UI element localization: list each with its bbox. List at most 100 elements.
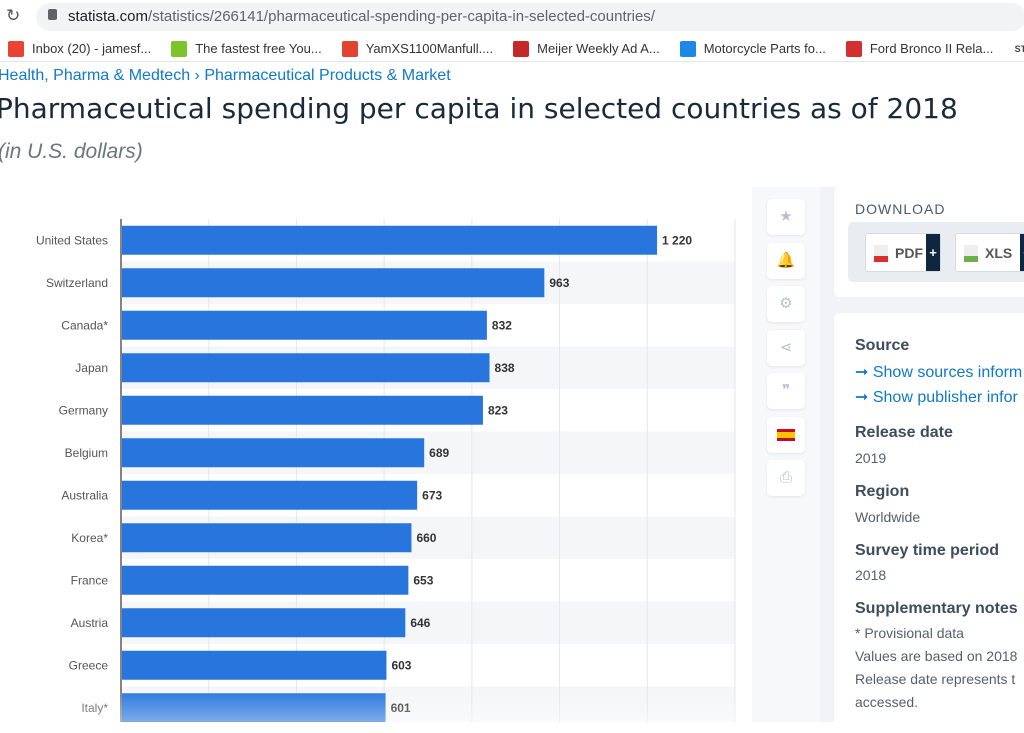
- print-icon: ⎙: [779, 469, 792, 486]
- ford-badge-icon: [845, 40, 862, 57]
- value-label: 838: [495, 361, 515, 375]
- pdf-download-button[interactable]: PDF +: [865, 233, 941, 272]
- bell-button[interactable]: 🔔: [767, 242, 805, 279]
- bar: [122, 523, 412, 553]
- pdf-icon: [341, 40, 358, 57]
- share-button[interactable]: ⋖: [767, 329, 805, 366]
- bookmark-label: Motorcycle Parts fo...: [703, 41, 826, 56]
- download-heading: DOWNLOAD: [855, 201, 946, 217]
- download-buttons: PDF + XLS +: [848, 222, 1024, 282]
- region-heading: Region: [855, 483, 910, 500]
- value-label: 601: [391, 701, 411, 715]
- bookmark-label: Ford Bronco II Rela...: [869, 41, 994, 56]
- bar: [122, 268, 545, 298]
- category-label: Belgium: [65, 446, 108, 460]
- quote-button[interactable]: ❞: [767, 373, 805, 409]
- page-subtitle: (in U.S. dollars): [0, 140, 143, 163]
- bar: [122, 438, 425, 468]
- xls-download-button[interactable]: XLS +: [955, 233, 1024, 272]
- value-label: 823: [488, 403, 508, 417]
- download-arrow-icon: [171, 40, 188, 57]
- category-label: Greece: [69, 658, 109, 672]
- breadcrumb-item[interactable]: Pharmaceutical Products & Market: [204, 67, 451, 84]
- category-label: United States: [36, 233, 108, 247]
- note-line: Release date represents t: [855, 671, 1016, 687]
- share-icon: ⋖: [779, 338, 793, 356]
- bar: [122, 395, 483, 425]
- spanish-flag-icon: [777, 428, 795, 441]
- bar: [122, 225, 658, 255]
- reload-icon[interactable]: ↻: [6, 6, 21, 25]
- category-label: Austria: [71, 616, 109, 630]
- gear-icon: ⚙: [779, 295, 793, 312]
- source-heading: Source: [855, 337, 910, 354]
- bookmark-item[interactable]: Ford Bronco II Rela...: [845, 36, 994, 61]
- note-line: accessed.: [855, 694, 919, 710]
- meijer-icon: [513, 40, 530, 57]
- url-path: /statistics/266141/pharmaceutical-spendi…: [148, 8, 655, 25]
- bookmark-label: YamXS1100Manfull....: [365, 41, 494, 56]
- bookmark-item[interactable]: Inbox (20) - jamesf...: [8, 36, 151, 61]
- value-label: 832: [492, 318, 512, 332]
- url-text[interactable]: statista.com/statistics/266141/pharmaceu…: [68, 8, 655, 25]
- bar-chart: United States 1 220 Switzerland 963 Canada* 8…: [36, 219, 736, 729]
- bookmark-label: Meijer Weekly Ad A...: [537, 41, 660, 56]
- category-label: Switzerland: [46, 276, 108, 290]
- xls-label: XLS: [985, 245, 1013, 261]
- category-label: Korea*: [71, 531, 108, 545]
- url-domain: statista.com: [68, 8, 149, 25]
- release-date-heading: Release date: [855, 424, 953, 441]
- pdf-file-icon: [874, 245, 888, 262]
- bar: [122, 353, 490, 383]
- supplementary-notes-heading: Supplementary notes: [855, 600, 1018, 617]
- note-line: * Provisional data: [855, 625, 964, 641]
- category-label: Italy*: [81, 701, 108, 715]
- release-date-value: 2019: [855, 450, 887, 466]
- bar: [122, 608, 406, 638]
- bell-icon: 🔔: [776, 251, 796, 269]
- category-label: Canada*: [61, 318, 108, 332]
- value-label: 1 220: [662, 233, 692, 247]
- bookmark-item[interactable]: Meijer Weekly Ad A...: [513, 36, 660, 61]
- xls-plus-button[interactable]: +: [1020, 234, 1024, 271]
- gmail-icon: [8, 40, 24, 57]
- bookmark-item[interactable]: YamXS1100Manfull....: [341, 36, 494, 61]
- category-label: Japan: [75, 361, 108, 375]
- value-label: 603: [391, 658, 411, 672]
- bookmark-item[interactable]: The fastest free You...: [171, 36, 322, 61]
- url-input[interactable]: [36, 3, 1024, 31]
- quote-icon: ❞: [781, 382, 791, 399]
- category-label: Germany: [59, 403, 108, 417]
- print-button[interactable]: ⎙: [767, 460, 805, 496]
- value-label: 673: [422, 488, 442, 502]
- bookmark-item[interactable]: STPAlli: [1013, 36, 1024, 61]
- lock-icon[interactable]: [48, 9, 57, 20]
- gear-button[interactable]: ⚙: [767, 286, 805, 322]
- value-label: 660: [416, 531, 436, 545]
- value-label: 689: [429, 446, 449, 460]
- download-card: DOWNLOAD PDF + XLS +: [834, 187, 1024, 297]
- breadcrumb-item[interactable]: Health, Pharma & Medtech: [0, 67, 191, 84]
- bar: [122, 310, 487, 340]
- bookmark-label: Inbox (20) - jamesf...: [32, 41, 152, 56]
- address-bar-area: ↻ statista.com/statistics/266141/pharmac…: [0, 0, 1024, 34]
- region-value: Worldwide: [855, 509, 921, 525]
- spanish-flag-button[interactable]: [767, 416, 805, 453]
- star-button[interactable]: ★: [767, 199, 805, 235]
- bookmarks-bar: Inbox (20) - jamesf... The fastest free Y…: [0, 36, 1024, 62]
- bar: [122, 650, 387, 680]
- xls-file-icon: [964, 245, 978, 262]
- category-label: Australia: [61, 488, 108, 502]
- bookmark-item[interactable]: Motorcycle Parts fo...: [679, 36, 826, 61]
- note-line: Values are based on 2018: [855, 648, 1018, 664]
- bookmark-label: The fastest free You...: [195, 41, 322, 56]
- pdf-plus-button[interactable]: +: [926, 234, 940, 271]
- show-sources-link[interactable]: ➞ Show sources inform: [855, 364, 1023, 381]
- pdf-label: PDF: [895, 245, 923, 261]
- page-title: Pharmaceutical spending per capita in se…: [0, 92, 958, 125]
- chart-panel: United States 1 220 Switzerland 963 Canada* 8…: [0, 187, 820, 729]
- statistic-details-card: Source ➞ Show sources inform ➞ Show publ…: [834, 313, 1024, 733]
- breadcrumb-separator: ›: [194, 67, 200, 84]
- show-publisher-link[interactable]: ➞ Show publisher infor: [855, 389, 1018, 406]
- bar: [122, 693, 386, 723]
